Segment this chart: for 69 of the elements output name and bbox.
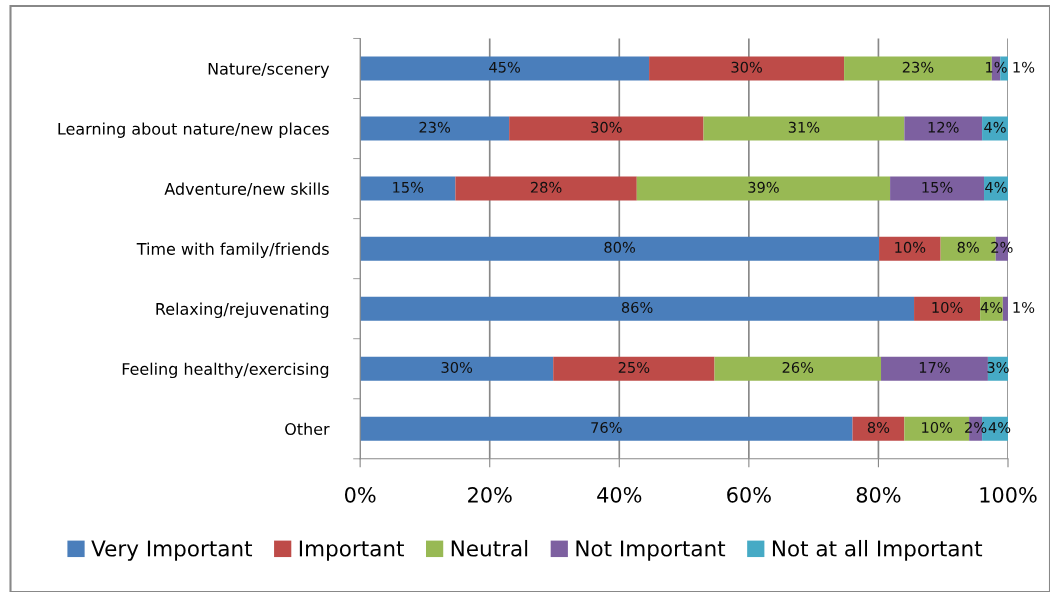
data-label: 8% (957, 241, 979, 253)
y-tick-label: Feeling healthy/exercising (122, 362, 329, 379)
bar (982, 116, 1008, 141)
bar (714, 356, 882, 381)
data-label: 30% (591, 121, 622, 133)
bar (890, 176, 985, 201)
bar (1002, 296, 1008, 321)
data-label: 23% (902, 61, 934, 73)
legend-label: Neutral (451, 539, 528, 557)
bar (360, 236, 880, 261)
bar (879, 236, 941, 261)
data-label: 31% (788, 121, 820, 133)
legend-label: Not Important (576, 540, 726, 561)
bar (852, 416, 905, 441)
bar (914, 296, 981, 321)
data-label: 15% (922, 181, 953, 193)
legend-label: Very Important (91, 540, 253, 561)
x-tick-label: 0% (345, 486, 376, 503)
data-label: 10% (932, 301, 963, 313)
bar (360, 176, 456, 201)
bar (509, 116, 704, 141)
data-label: 4% (985, 181, 1007, 193)
data-label: 4% (980, 301, 1003, 313)
data-label: 30% (441, 361, 473, 373)
y-tick-label: Time with family/friends (136, 242, 329, 259)
bar (360, 416, 853, 441)
legend-label: Not at all Important (772, 539, 983, 561)
bar (553, 356, 715, 381)
y-tick-label: Adventure/new skills (164, 182, 329, 197)
data-label: 26% (782, 361, 814, 373)
x-tick-label: 100% (980, 486, 1037, 503)
data-label: 86% (621, 301, 653, 313)
x-tick-label: 60% (727, 486, 771, 503)
data-label: 8% (867, 421, 890, 434)
data-label: 45% (489, 61, 521, 73)
data-label: 39% (748, 181, 779, 193)
data-label: 25% (618, 361, 650, 373)
data-label: 1% (1013, 61, 1035, 73)
x-tick-label: 80% (856, 486, 901, 503)
y-tick-label: Learning about nature/new places (58, 122, 329, 138)
bar (703, 116, 905, 141)
legend-label: Important (299, 540, 404, 561)
data-label: 17% (919, 361, 950, 373)
data-label: 4% (984, 121, 1006, 133)
data-label: 1% (986, 61, 1007, 73)
data-label: 28% (530, 181, 562, 193)
data-label: 15% (393, 181, 424, 193)
bar (881, 356, 988, 381)
x-tick-label: 20% (468, 486, 512, 503)
x-tick-label: 40% (597, 486, 642, 503)
data-label: 10% (922, 421, 953, 434)
bar (904, 116, 983, 141)
data-label: 80% (604, 241, 636, 253)
data-label: 12% (928, 121, 959, 133)
y-tick-label: Relaxing/rejuvenating (156, 302, 329, 319)
bar (636, 176, 891, 201)
data-label: 10% (895, 241, 926, 253)
y-tick-label: Other (285, 422, 330, 436)
data-label: 1% (1013, 301, 1035, 313)
bar (649, 56, 845, 81)
bar (360, 56, 650, 81)
data-label: 23% (419, 121, 451, 133)
bar (455, 176, 637, 201)
data-label: 76% (591, 421, 622, 434)
bar (360, 116, 510, 141)
data-label: 30% (731, 61, 762, 73)
bar (360, 356, 554, 381)
bar (360, 296, 915, 321)
y-tick-label: Nature/scenery (208, 62, 330, 78)
